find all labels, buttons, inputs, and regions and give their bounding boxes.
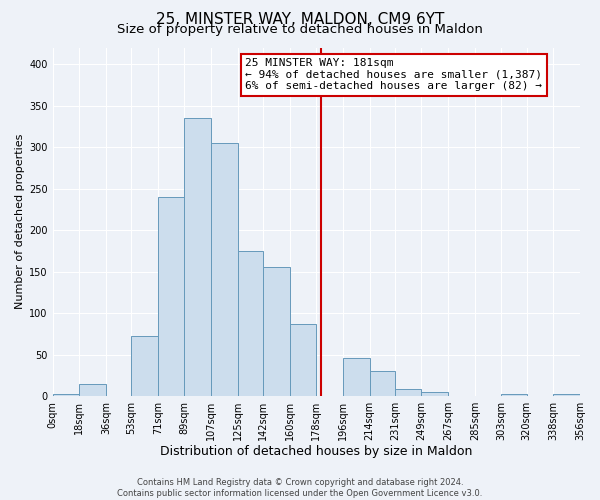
Bar [502, 394, 527, 396]
Bar [421, 392, 448, 396]
X-axis label: Distribution of detached houses by size in Maldon: Distribution of detached houses by size … [160, 444, 473, 458]
Bar [553, 394, 580, 396]
Bar [211, 143, 238, 396]
Bar [79, 384, 106, 396]
Bar [158, 197, 184, 396]
Text: 25 MINSTER WAY: 181sqm
← 94% of detached houses are smaller (1,387)
6% of semi-d: 25 MINSTER WAY: 181sqm ← 94% of detached… [245, 58, 542, 91]
Y-axis label: Number of detached properties: Number of detached properties [15, 134, 25, 310]
Text: 25, MINSTER WAY, MALDON, CM9 6YT: 25, MINSTER WAY, MALDON, CM9 6YT [156, 12, 444, 28]
Bar [131, 336, 158, 396]
Bar [53, 394, 79, 396]
Bar [238, 251, 263, 396]
Bar [290, 324, 316, 396]
Bar [370, 371, 395, 396]
Bar [184, 118, 211, 396]
Bar [395, 390, 421, 396]
Bar [263, 268, 290, 396]
Bar [343, 358, 370, 396]
Text: Contains HM Land Registry data © Crown copyright and database right 2024.
Contai: Contains HM Land Registry data © Crown c… [118, 478, 482, 498]
Text: Size of property relative to detached houses in Maldon: Size of property relative to detached ho… [117, 22, 483, 36]
